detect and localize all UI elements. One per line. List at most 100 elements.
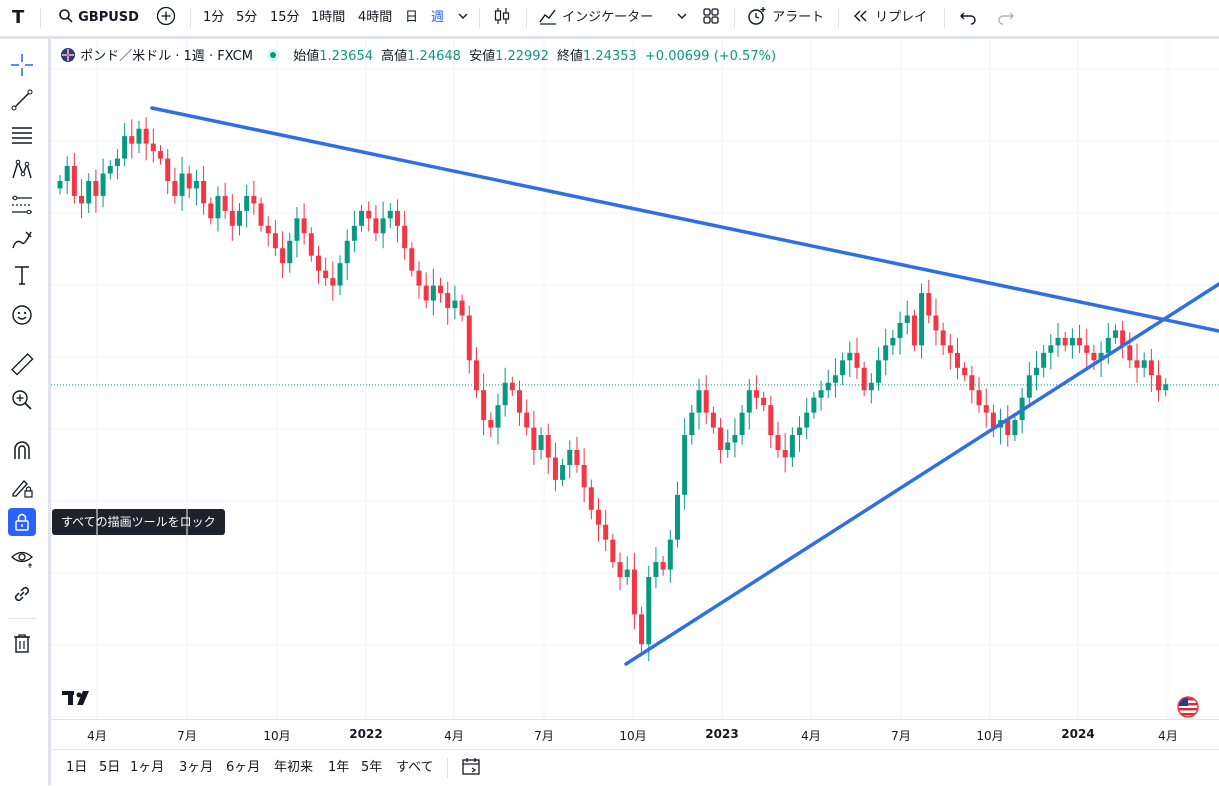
- candle-body: [667, 539, 673, 570]
- candle-body: [466, 315, 472, 361]
- interval-1m[interactable]: 1分: [203, 10, 225, 25]
- interval-5m[interactable]: 5分: [236, 10, 258, 25]
- open-label: 始値: [293, 49, 320, 64]
- symbol-search-button[interactable]: GBPUSD: [58, 0, 139, 36]
- candle-body: [854, 352, 860, 368]
- time-axis[interactable]: 4月 7月 10月 2022 4月 7月 10月 2023 4月 7月 10月 2024 4月: [51, 719, 1219, 749]
- hide-drawings-tool[interactable]: [8, 544, 36, 572]
- lock-icon: [15, 513, 29, 531]
- candle-body: [402, 225, 408, 249]
- pattern-tool[interactable]: [8, 156, 36, 184]
- undo-button[interactable]: [958, 0, 978, 36]
- stay-in-drawing-mode-tool[interactable]: [8, 473, 36, 501]
- candle-body: [782, 449, 788, 458]
- chart-type-button[interactable]: [492, 0, 512, 36]
- indicators-dropdown[interactable]: [676, 0, 688, 36]
- close-label: 終値: [556, 49, 583, 64]
- range-6m[interactable]: 6ヶ月: [226, 760, 261, 775]
- range-5d[interactable]: 5日: [99, 760, 121, 775]
- candle-body: [351, 225, 357, 241]
- text-tool[interactable]: [8, 261, 36, 289]
- candle-body: [1127, 345, 1133, 361]
- tradingview-logo-icon[interactable]: T: [12, 7, 25, 28]
- candle-body: [596, 509, 601, 525]
- measure-tool[interactable]: [8, 350, 36, 378]
- link-tool[interactable]: [8, 580, 36, 608]
- candle-body: [696, 390, 702, 413]
- interval-1w[interactable]: 週: [431, 10, 445, 25]
- candle-body: [718, 427, 724, 450]
- candle-body: [301, 218, 307, 234]
- zoom-in-tool[interactable]: [8, 386, 36, 414]
- candle-body: [797, 427, 803, 436]
- candle-body: [674, 494, 680, 540]
- remove-drawings-tool[interactable]: [8, 629, 36, 657]
- symbol-title[interactable]: ポンド／米ドル · 1週 · FXCM: [80, 49, 253, 64]
- candle-body: [222, 195, 228, 211]
- interval-1h[interactable]: 1時間: [311, 10, 346, 25]
- time-tick-label: 10月: [263, 729, 291, 743]
- candle-body: [933, 315, 939, 331]
- time-tick-label: 10月: [619, 729, 647, 743]
- candle-body: [517, 390, 523, 413]
- candle-body: [287, 240, 293, 264]
- range-1d[interactable]: 1日: [66, 760, 88, 775]
- interval-4h[interactable]: 4時間: [358, 10, 393, 25]
- time-tick-label: 7月: [177, 729, 197, 743]
- time-tick-label: 2023: [705, 727, 739, 741]
- candle-body: [416, 270, 422, 286]
- range-1y[interactable]: 1年: [328, 760, 350, 775]
- trend-line-tool[interactable]: [8, 86, 36, 114]
- divider: [8, 618, 36, 619]
- brush-tool[interactable]: [8, 226, 36, 254]
- candle-body: [330, 278, 336, 286]
- candle-body: [969, 375, 975, 391]
- compare-symbol-button[interactable]: [156, 0, 176, 36]
- trend-line-icon: [11, 89, 33, 111]
- indicators-icon: [539, 9, 556, 25]
- low-label: 安値: [469, 49, 496, 64]
- interval-15m[interactable]: 15分: [270, 10, 300, 25]
- goto-date-button[interactable]: [461, 750, 481, 786]
- indicators-button[interactable]: インジケーター: [538, 0, 653, 36]
- candle-body: [610, 539, 616, 563]
- replay-button[interactable]: リプレイ: [851, 0, 927, 36]
- range-1m[interactable]: 1ヶ月: [130, 760, 165, 775]
- range-ytd[interactable]: 年初来: [274, 760, 314, 775]
- forecast-tool[interactable]: [8, 191, 36, 219]
- lock-all-drawings-button[interactable]: [8, 508, 36, 536]
- candle-body: [366, 210, 372, 219]
- gbp-usd-flag-icon: [61, 48, 75, 62]
- candle-body: [868, 382, 874, 391]
- candle-body: [631, 569, 637, 615]
- us-flag-icon[interactable]: [1177, 696, 1199, 718]
- range-5y[interactable]: 5年: [361, 760, 383, 775]
- candle-body: [150, 143, 156, 152]
- change-value: +0.00699 (+0.57%): [644, 49, 777, 64]
- alert-button[interactable]: アラート: [746, 0, 824, 36]
- candle-body: [653, 562, 659, 578]
- candle-body: [581, 464, 587, 488]
- range-3m[interactable]: 3ヶ月: [179, 760, 214, 775]
- candle-body: [344, 240, 350, 264]
- resistance-trend-line: [150, 106, 1219, 333]
- candle-body: [64, 166, 70, 181]
- candle-body: [107, 166, 113, 174]
- magnet-tool[interactable]: [8, 436, 36, 464]
- redo-button[interactable]: [996, 0, 1016, 36]
- candle-body: [423, 285, 429, 301]
- layout-button[interactable]: [701, 0, 721, 36]
- crosshair-tool[interactable]: [8, 51, 36, 79]
- candle-body: [883, 345, 889, 361]
- candle-body: [1033, 367, 1039, 376]
- icon-tool[interactable]: [8, 301, 36, 329]
- candle-body: [1156, 375, 1162, 391]
- price-chart[interactable]: [51, 39, 1219, 719]
- fib-retracement-tool[interactable]: [8, 121, 36, 149]
- candle-body: [710, 412, 716, 428]
- interval-dropdown[interactable]: [457, 0, 469, 36]
- candle-body: [409, 248, 415, 271]
- interval-1d[interactable]: 日: [405, 10, 419, 25]
- range-all[interactable]: すべて: [396, 760, 434, 775]
- magnet-icon: [14, 441, 30, 459]
